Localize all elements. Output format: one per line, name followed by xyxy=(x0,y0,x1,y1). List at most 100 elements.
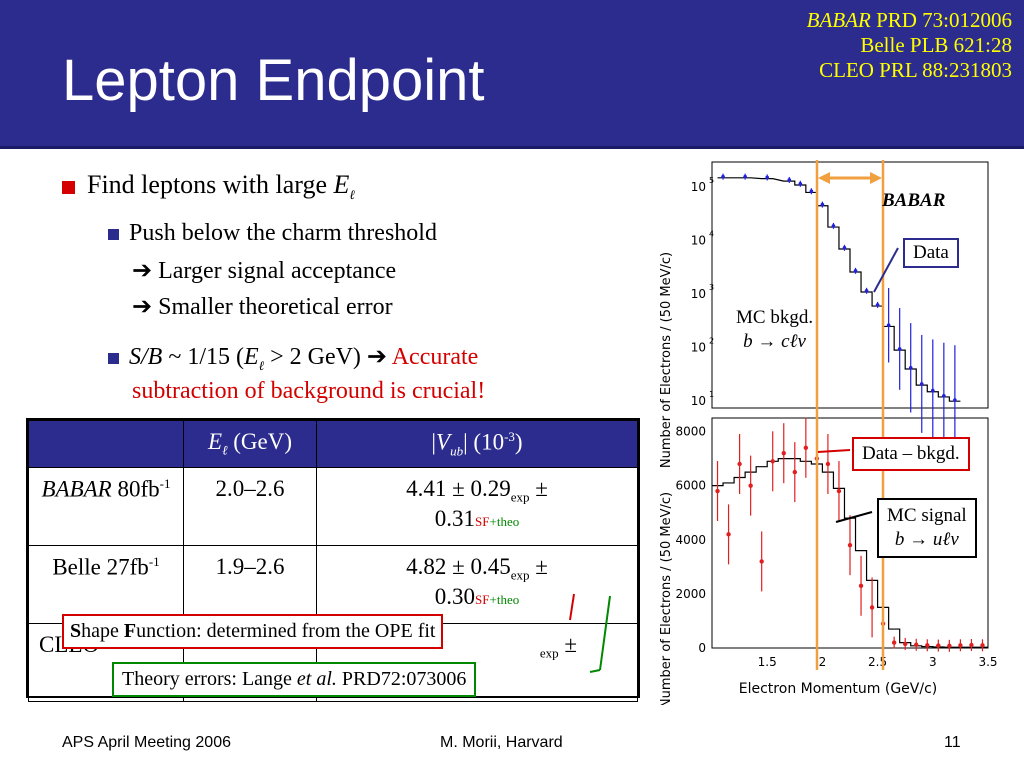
bracket-lines xyxy=(569,593,611,673)
data-bkgd-point xyxy=(980,643,985,648)
data-bkgd-point xyxy=(914,642,919,647)
top-y-tick-exponent: 2 xyxy=(709,337,714,346)
bullet-2a-line3: ➔ Smaller theoretical error xyxy=(132,294,393,320)
data-bkgd-point xyxy=(803,445,809,450)
data-pointer-arrow xyxy=(873,247,899,293)
data-point xyxy=(787,178,792,182)
top-y-tick-label: 10 xyxy=(691,234,706,248)
title-bar xyxy=(0,0,1024,146)
table-cell: 4.82 ± 0.45exp ±0.30SF+theo xyxy=(316,545,638,624)
table-cell: Belle 27fb-1 xyxy=(28,545,184,624)
data-point xyxy=(743,174,747,179)
x-tick-label: 2.5 xyxy=(868,655,887,669)
slide-title: Lepton Endpoint xyxy=(62,48,485,113)
table-header-cell: Eℓ (GeV) xyxy=(183,420,317,468)
table-header-cell: |Vub| (10-3) xyxy=(316,420,638,468)
data-bkgd-point xyxy=(715,488,720,494)
blue-square-bullet-icon xyxy=(108,352,119,364)
bullet-1: Find leptons with large Eℓ xyxy=(62,170,355,203)
bottom-y-tick-label: 2000 xyxy=(675,587,706,601)
bottom-y-tick-label: 4000 xyxy=(675,533,706,547)
data-point xyxy=(953,398,957,402)
top-y-tick-label: 10 xyxy=(691,394,706,408)
top-y-tick-exponent: 5 xyxy=(709,176,714,185)
bottom-y-tick-label: 8000 xyxy=(675,425,706,439)
ref-babar: BABAR PRD 73:012006 xyxy=(806,8,1012,32)
data-bkgd-point xyxy=(947,643,952,649)
table-cell: 4.41 ± 0.29exp ±0.31SF+theo xyxy=(316,467,638,546)
data-point xyxy=(820,202,825,207)
data-bkgd-point xyxy=(748,483,753,488)
table-cell: 1.9–2.6 xyxy=(183,545,317,624)
top-y-tick-exponent: 1 xyxy=(709,390,714,399)
theory-errors-callout: Theory errors: Lange et al. PRD72:073006 xyxy=(112,662,477,697)
top-ylabel: Number of Electrons / (50 MeV/c) xyxy=(659,252,674,468)
table-cell: BABAR 80fb-1 xyxy=(28,467,184,546)
bottom-ylabel: Number of Electrons / (50 MeV/c) xyxy=(659,492,674,705)
mc-signal-pointer-arrow xyxy=(835,511,873,523)
data-bkgd-point xyxy=(770,459,775,464)
mc-signal-callout: MC signal b → uℓv xyxy=(877,498,977,558)
data-bkgd-point xyxy=(726,532,731,537)
top-y-tick-exponent: 3 xyxy=(709,283,714,292)
data-bkgd-point xyxy=(903,641,908,647)
data-point xyxy=(897,347,902,351)
top-plot-frame xyxy=(711,161,989,409)
top-y-tick-label: 10 xyxy=(691,287,706,301)
data-bkgd-point xyxy=(925,643,930,648)
footer-left: APS April Meeting 2006 xyxy=(62,734,231,751)
data-bkgd-point xyxy=(737,461,742,467)
title-divider xyxy=(0,146,1024,149)
slide-number: 11 xyxy=(944,734,961,751)
data-bkgd-point xyxy=(836,488,842,494)
data-bkgd-point xyxy=(781,450,786,456)
x-axis-label: Electron Momentum (GeV/c) xyxy=(739,681,937,697)
bullet-2a: Push below the charm threshold xyxy=(108,220,437,247)
data-point xyxy=(809,189,814,194)
bottom-y-tick-label: 6000 xyxy=(675,479,706,493)
data-point xyxy=(831,224,836,228)
data-point xyxy=(886,323,891,328)
data-bkgd-point xyxy=(825,461,831,467)
data-point xyxy=(919,382,924,386)
data-point xyxy=(765,175,769,180)
bottom-y-tick-label: 0 xyxy=(698,641,706,655)
data-point xyxy=(864,289,869,293)
red-square-bullet-icon xyxy=(62,180,75,194)
top-y-tick-label: 10 xyxy=(691,341,706,355)
data-bkgd-point xyxy=(759,559,764,564)
table-row: Belle 27fb-1 1.9–2.6 4.82 ± 0.45exp ±0.3… xyxy=(28,545,638,624)
data-bkgd-pointer-arrow xyxy=(817,449,851,453)
data-point xyxy=(931,388,935,393)
range-arrow-right-head xyxy=(870,172,882,184)
ref-cleo: CLEO PRL 88:231803 xyxy=(819,58,1012,82)
table-header-cell xyxy=(28,420,184,468)
data-bkgd-point xyxy=(891,640,897,645)
references: BABAR PRD 73:012006 Belle PLB 621:28 CLE… xyxy=(807,8,1012,83)
vub-table: Eℓ (GeV) |Vub| (10-3) BABAR 80fb-1 2.0–2… xyxy=(26,418,640,702)
x-tick-label: 3.5 xyxy=(978,655,997,669)
top-y-tick-label: 10 xyxy=(691,180,706,194)
top-y-tick-exponent: 4 xyxy=(709,230,714,239)
ref-belle: Belle PLB 621:28 xyxy=(860,33,1012,57)
data-bkgd-point xyxy=(869,605,875,610)
data-point xyxy=(853,269,858,273)
data-bkgd-point xyxy=(969,642,974,648)
bullet-2a-line2: ➔ Larger signal acceptance xyxy=(132,258,397,284)
mc-bkgd-label: MC bkgd. b → cℓv xyxy=(736,307,814,352)
table-cell: 2.0–2.6 xyxy=(183,467,317,546)
range-arrow-left-head xyxy=(818,172,830,184)
x-tick-label: 1.5 xyxy=(758,655,777,669)
table-row: BABAR 80fb-1 2.0–2.6 4.41 ± 0.29exp ±0.3… xyxy=(28,467,638,546)
data-bkgd-point xyxy=(858,583,864,588)
blue-square-bullet-icon xyxy=(108,228,119,240)
footer-center: M. Morii, Harvard xyxy=(440,734,563,751)
babar-label: BABAR xyxy=(882,190,946,211)
data-bkgd-point xyxy=(847,542,853,548)
shape-function-callout: Shape Function: determined from the OPE … xyxy=(62,614,444,649)
data-bkgd-point xyxy=(936,643,941,648)
data-point xyxy=(908,365,913,370)
data-bkgd-point xyxy=(792,469,797,475)
bullet-2b-line2: subtraction of background is crucial! xyxy=(132,378,486,404)
